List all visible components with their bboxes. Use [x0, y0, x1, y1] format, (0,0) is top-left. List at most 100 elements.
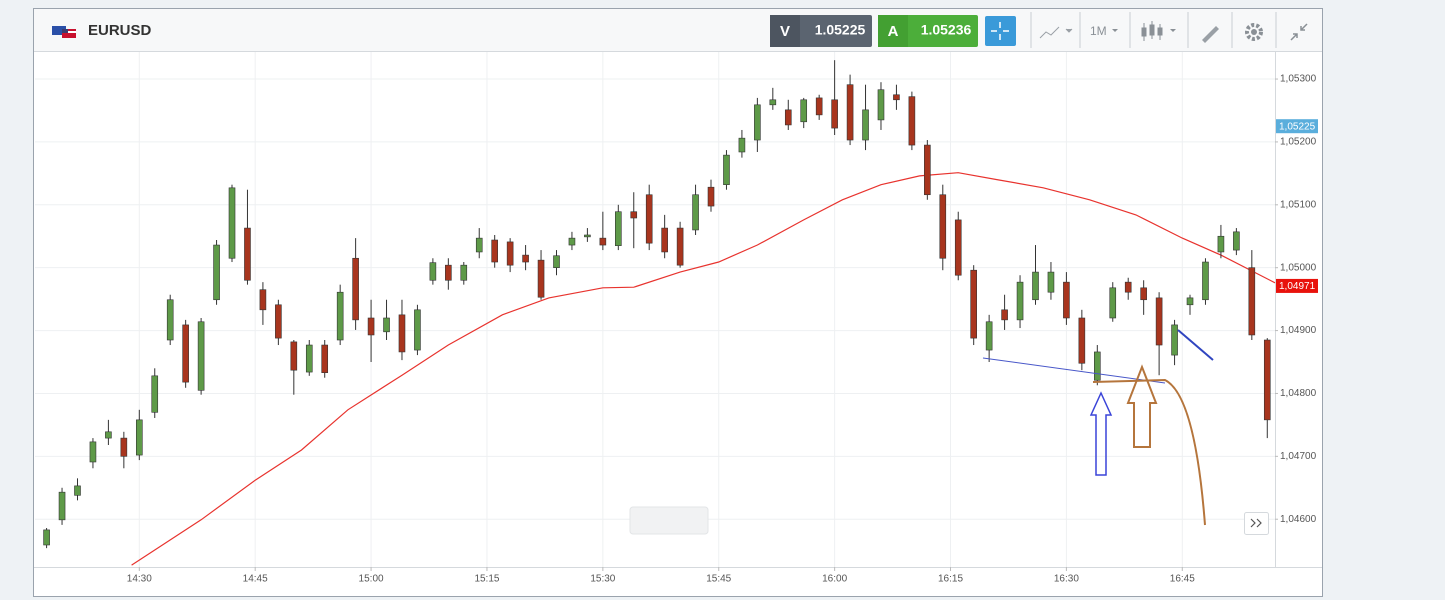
candle-body	[290, 341, 298, 371]
timeframe[interactable]: 1M	[1090, 24, 1107, 38]
candle-body	[630, 211, 638, 219]
candle-body	[769, 99, 777, 106]
candle-body	[939, 194, 947, 259]
candle-body	[924, 144, 931, 196]
candle-body	[89, 441, 97, 463]
candle-body	[754, 104, 761, 141]
header-bar	[34, 9, 1322, 51]
symbol: EURUSD	[88, 22, 152, 39]
y-tick-label: 1,05100	[1280, 199, 1317, 210]
y-tick-label: 1,05300	[1280, 74, 1317, 85]
y-tick-label: 1,04900	[1280, 325, 1317, 336]
candle-body	[135, 419, 143, 456]
timeframe-button[interactable]: 1M	[1090, 24, 1118, 38]
x-tick-label: 14:30	[127, 574, 152, 585]
candle-body	[398, 314, 406, 353]
candle-body	[1001, 309, 1008, 321]
y-tick-label: 1,04800	[1280, 388, 1317, 399]
sell-button[interactable]: V 1.05225	[770, 15, 872, 47]
candle-body	[1124, 281, 1132, 293]
y-tick-label: 1,04600	[1280, 514, 1317, 525]
candle-body	[182, 324, 189, 383]
axes: 1,04600 1,04700 1,04800 1,04900 1,05000 1,051…	[127, 74, 1318, 585]
x-tick-label: 15:00	[359, 574, 384, 585]
scroll-right-button[interactable]	[1244, 512, 1269, 535]
candle-body	[491, 239, 498, 263]
candle-body	[738, 137, 746, 153]
chart-type-button[interactable]	[1039, 26, 1073, 39]
price-badge-label: 1,04971	[1279, 281, 1316, 292]
sell-label[interactable]: V	[780, 23, 790, 40]
candle-body	[197, 321, 205, 391]
trend-line	[982, 357, 1166, 384]
candle-body	[1248, 267, 1256, 336]
candle-body	[553, 255, 560, 268]
buy-button[interactable]: A 1.05236	[878, 15, 978, 47]
candle-body	[645, 194, 653, 244]
candle-body	[275, 304, 282, 339]
candle-body	[383, 317, 390, 333]
buy-label[interactable]: A	[888, 23, 899, 40]
buy-price[interactable]: 1.05236	[921, 22, 972, 38]
candle-body	[58, 491, 66, 521]
price-badge	[1276, 119, 1318, 134]
candle-body	[166, 299, 174, 341]
draw-tool-button[interactable]	[1202, 26, 1219, 43]
candle-body	[244, 227, 251, 281]
sell-price[interactable]: 1.05225	[815, 22, 866, 38]
ma-line	[131, 172, 1276, 566]
candle-body	[1171, 324, 1178, 356]
candle-body	[1186, 297, 1194, 306]
candle-body	[259, 289, 267, 311]
candle-body	[414, 309, 421, 351]
y-tick-label: 1,04700	[1280, 451, 1317, 462]
candle-body	[460, 264, 468, 281]
candle-body	[1202, 261, 1209, 301]
candle-body	[1155, 297, 1163, 346]
crosshair-button[interactable]	[985, 16, 1016, 46]
settings-button[interactable]	[1245, 23, 1263, 41]
candle-body	[367, 317, 375, 336]
candle-body	[784, 109, 792, 126]
candle-body	[1047, 271, 1055, 293]
scroll-handle[interactable]	[629, 506, 709, 535]
candle-body	[105, 431, 112, 439]
x-tick-label: 16:30	[1054, 574, 1079, 585]
buy-label-bg[interactable]	[878, 15, 908, 47]
candle-body	[599, 237, 607, 246]
candle-body	[151, 375, 159, 413]
candle-body	[1233, 231, 1240, 251]
candle-body	[1063, 281, 1070, 319]
x-tick-label: 16:00	[822, 574, 847, 585]
flag-icon	[52, 26, 76, 38]
candle-body	[908, 96, 916, 146]
candle-body	[831, 99, 838, 129]
moving-average	[131, 172, 1276, 566]
collapse-button[interactable]	[1290, 23, 1308, 41]
candle-style-button[interactable]	[1141, 21, 1176, 41]
candle-body	[676, 227, 684, 266]
x-tick-label: 15:30	[590, 574, 615, 585]
x-tick-label: 15:45	[706, 574, 731, 585]
candle-body	[120, 437, 128, 457]
candles	[43, 60, 1271, 549]
candle-body	[475, 237, 483, 253]
candle-body	[584, 234, 591, 238]
candle-body	[429, 262, 437, 281]
grid	[35, 52, 1275, 567]
candle-body	[615, 211, 622, 246]
candle-body	[985, 321, 993, 351]
candle-body	[1109, 287, 1117, 319]
candle-body	[1078, 317, 1086, 364]
candle-body	[228, 187, 236, 259]
sell-label-bg[interactable]	[770, 15, 800, 47]
candle-body	[815, 97, 823, 116]
candle-body	[74, 485, 81, 496]
candle-body	[522, 254, 529, 263]
chart-panel	[33, 8, 1323, 597]
annotations	[982, 329, 1214, 526]
candle-body	[970, 269, 977, 339]
candle-body	[352, 257, 359, 321]
up-arrow	[1126, 364, 1158, 448]
